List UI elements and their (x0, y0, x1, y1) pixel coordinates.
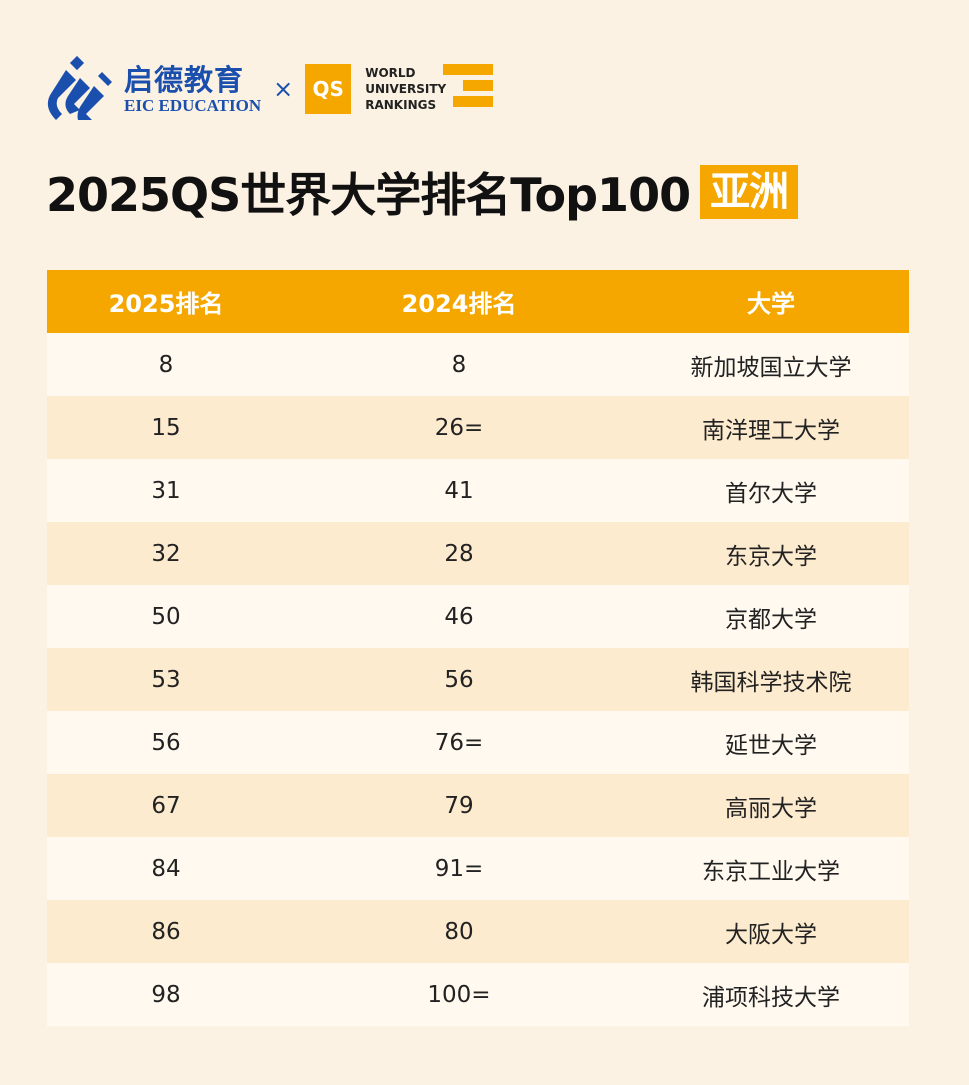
title-text: 2025QS世界大学排名Top100 (46, 168, 691, 222)
rank-2025: 15 (47, 396, 285, 459)
logo-bar: 启德教育 EIC EDUCATION × QS WORLD UNIVERSITY… (46, 55, 494, 122)
table-row: 67 79 高丽大学 (47, 774, 909, 837)
qs-line: WORLD (365, 66, 416, 80)
university-name: 新加坡国立大学 (633, 333, 909, 396)
table-row: 8 8 新加坡国立大学 (47, 333, 909, 396)
table-row: 31 41 首尔大学 (47, 459, 909, 522)
region-badge: 亚洲 (700, 165, 799, 219)
university-name: 南洋理工大学 (633, 396, 909, 459)
university-name: 首尔大学 (633, 459, 909, 522)
university-name: 韩国科学技术院 (633, 648, 909, 711)
rank-2024: 41 (285, 459, 633, 522)
rank-2025: 67 (47, 774, 285, 837)
rank-2024: 8 (285, 333, 633, 396)
university-name: 延世大学 (633, 711, 909, 774)
table-header: 2025排名 2024排名 大学 (47, 270, 909, 333)
university-name: 京都大学 (633, 585, 909, 648)
university-name: 浦项科技大学 (633, 963, 909, 1026)
eic-logo-icon (46, 55, 114, 122)
table-row: 32 28 东京大学 (47, 522, 909, 585)
qs-logo: QS WORLD UNIVERSITY RANKINGS (305, 64, 494, 114)
table-row: 15 26= 南洋理工大学 (47, 396, 909, 459)
col-university: 大学 (633, 270, 909, 333)
eic-logo-en: EIC EDUCATION (124, 96, 262, 115)
rank-2025: 31 (47, 459, 285, 522)
university-name: 大阪大学 (633, 900, 909, 963)
rank-2024: 100= (285, 963, 633, 1026)
ranking-table: 2025排名 2024排名 大学 8 8 新加坡国立大学 15 26= 南洋理工大学 31 4… (47, 270, 909, 1026)
qs-line: RANKINGS (365, 98, 437, 112)
rank-2025: 84 (47, 837, 285, 900)
university-name: 高丽大学 (633, 774, 909, 837)
rank-2025: 50 (47, 585, 285, 648)
university-name: 东京工业大学 (633, 837, 909, 900)
university-name: 东京大学 (633, 522, 909, 585)
table-row: 50 46 京都大学 (47, 585, 909, 648)
table-row: 53 56 韩国科学技术院 (47, 648, 909, 711)
rank-2024: 91= (285, 837, 633, 900)
col-2025-rank: 2025排名 (47, 270, 285, 333)
times-sign: × (273, 75, 294, 103)
rank-2024: 28 (285, 522, 633, 585)
rank-2024: 26= (285, 396, 633, 459)
eic-logo-cn: 启德教育 (124, 63, 245, 97)
rank-2025: 53 (47, 648, 285, 711)
rank-2024: 80 (285, 900, 633, 963)
qs-line: UNIVERSITY (365, 82, 447, 96)
rank-2024: 76= (285, 711, 633, 774)
rank-2024: 79 (285, 774, 633, 837)
rank-2024: 56 (285, 648, 633, 711)
table-row: 86 80 大阪大学 (47, 900, 909, 963)
col-2024-rank: 2024排名 (285, 270, 633, 333)
rank-2025: 32 (47, 522, 285, 585)
table-row: 98 100= 浦项科技大学 (47, 963, 909, 1026)
rank-2025: 98 (47, 963, 285, 1026)
rank-2025: 8 (47, 333, 285, 396)
table-row: 56 76= 延世大学 (47, 711, 909, 774)
table-row: 84 91= 东京工业大学 (47, 837, 909, 900)
rank-2025: 56 (47, 711, 285, 774)
qs-logo-box: QS (305, 64, 352, 114)
rank-2024: 46 (285, 585, 633, 648)
qs-bars-icon (403, 64, 494, 112)
page-title: 2025QS世界大学排名Top100 亚洲 (46, 162, 799, 222)
rank-2025: 86 (47, 900, 285, 963)
